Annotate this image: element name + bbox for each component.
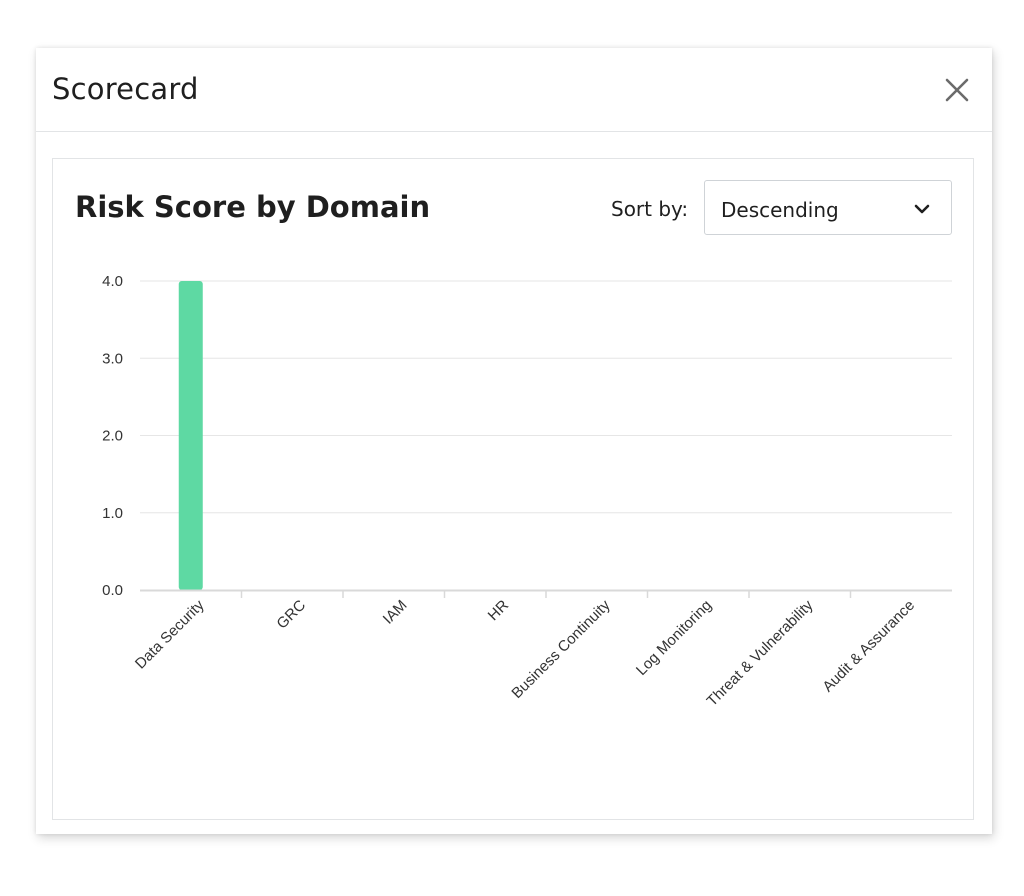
- x-tick-label: IAM: [380, 597, 411, 628]
- sort-order-select[interactable]: Descending: [704, 180, 952, 235]
- chart-title: Risk Score by Domain: [75, 190, 431, 224]
- x-tick-label: Data Security: [132, 596, 208, 672]
- x-tick-label: Threat & Vulnerability: [704, 596, 817, 709]
- y-tick-label: 3.0: [102, 350, 123, 367]
- scorecard-modal: Scorecard Risk Score by Domain Sort by: …: [36, 48, 992, 834]
- x-tick-label: GRC: [273, 597, 309, 633]
- x-tick-label: Business Continuity: [508, 596, 614, 702]
- bar-data-security[interactable]: [178, 281, 203, 590]
- y-tick-label: 2.0: [102, 428, 123, 445]
- chevron-down-icon: [914, 204, 930, 214]
- x-tick-label: HR: [485, 597, 512, 624]
- modal-title: Scorecard: [52, 72, 199, 106]
- risk-score-bar-chart: 0.0 1.0 2.0 3.0 4.0 Data Security GRC IAM HRBusi…: [102, 273, 952, 710]
- y-tick-label: 4.0: [102, 273, 123, 290]
- x-tick-label: Log Monitoring: [633, 597, 715, 679]
- x-tick-label: Audit & Assurance: [819, 597, 918, 696]
- y-tick-label: 1.0: [102, 505, 123, 522]
- modal-header: Scorecard: [36, 48, 992, 132]
- sort-by-label: Sort by:: [611, 197, 689, 221]
- risk-score-card: Risk Score by Domain Sort by: Descending…: [52, 158, 974, 820]
- close-button[interactable]: [936, 70, 978, 112]
- close-icon[interactable]: [936, 70, 978, 112]
- sort-order-value: Descending: [721, 198, 839, 222]
- y-tick-label: 0.0: [102, 582, 123, 599]
